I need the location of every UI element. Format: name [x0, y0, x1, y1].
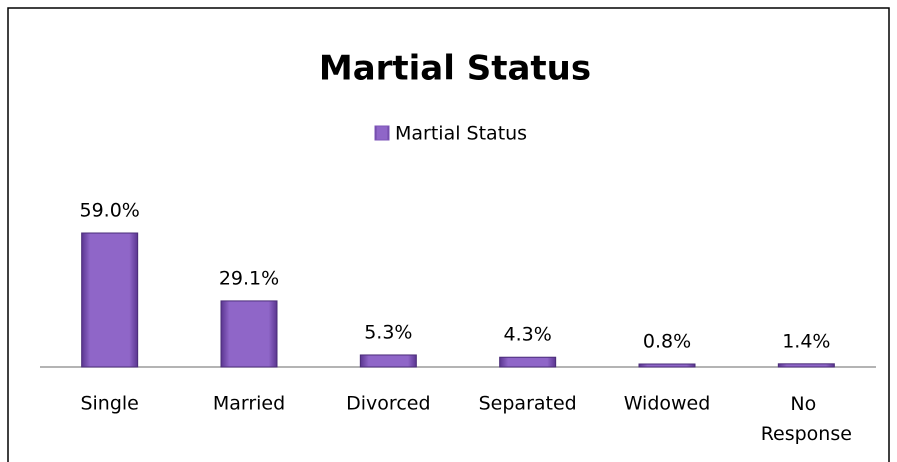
x-tick-label: No Response	[761, 393, 852, 445]
x-tick-label-line: No	[790, 393, 822, 415]
bar	[777, 363, 835, 368]
bar	[638, 363, 696, 368]
bar	[499, 356, 557, 368]
bar	[81, 232, 139, 368]
bar	[220, 300, 278, 368]
data-label: 0.8%	[643, 331, 691, 353]
legend-label: Martial Status	[395, 123, 527, 145]
x-tick-label: Divorced	[346, 393, 430, 415]
x-tick-label-line: Response	[761, 423, 852, 445]
data-label: 1.4%	[782, 330, 830, 352]
data-label: 29.1%	[219, 267, 279, 289]
x-tick-label: Single	[80, 393, 138, 415]
chart-border	[7, 7, 890, 462]
data-label: 4.3%	[504, 324, 552, 346]
data-label: 5.3%	[364, 321, 412, 343]
legend-swatch	[374, 125, 390, 141]
data-label: 59.0%	[79, 200, 139, 222]
x-tick-label: Separated	[479, 393, 577, 415]
chart-title: Martial Status	[319, 49, 591, 89]
x-tick-label: Widowed	[624, 393, 711, 415]
x-tick-label: Married	[213, 393, 285, 415]
bar	[359, 354, 417, 368]
